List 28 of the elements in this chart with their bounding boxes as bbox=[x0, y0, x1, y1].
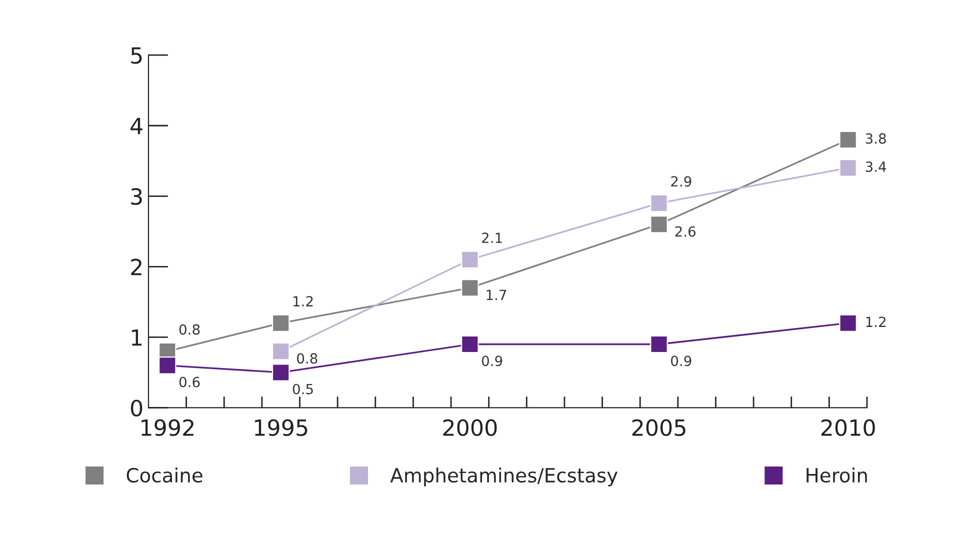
x-tick-label: 2005 bbox=[632, 419, 686, 436]
y-tick-label: 5 bbox=[131, 47, 142, 64]
data-label: 1.7 bbox=[486, 290, 506, 300]
x-tick-label: 1992 bbox=[142, 419, 194, 436]
data-label: 0.9 bbox=[671, 356, 692, 366]
data-label: 0.8 bbox=[179, 324, 200, 335]
y-tick-label: 4 bbox=[130, 118, 142, 134]
data-label: 0.5 bbox=[292, 384, 313, 394]
data-label: 1.2 bbox=[293, 296, 313, 306]
y-tick-label: 1 bbox=[132, 329, 142, 346]
legend-label: Heroin bbox=[806, 468, 867, 483]
data-label: 2.9 bbox=[671, 176, 692, 187]
y-tick-label: 3 bbox=[131, 188, 142, 205]
data-label: 3.8 bbox=[866, 133, 886, 144]
x-tick-label: 1995 bbox=[255, 419, 308, 436]
legend-label: Amphetamines/Ecstasy bbox=[390, 468, 618, 486]
x-tick-label: 2010 bbox=[821, 419, 875, 436]
data-label: 0.8 bbox=[297, 353, 318, 364]
data-label: 3.4 bbox=[866, 161, 886, 172]
y-tick-label: 0 bbox=[130, 400, 142, 416]
data-label: 2.6 bbox=[675, 226, 696, 237]
data-label: 0.9 bbox=[482, 356, 502, 366]
legend-label: Cocaine bbox=[126, 468, 202, 483]
x-tick-label: 2000 bbox=[443, 419, 497, 436]
data-label: 2.1 bbox=[482, 232, 502, 243]
data-label: 0.6 bbox=[179, 376, 200, 388]
data-label: 1.2 bbox=[866, 316, 886, 327]
y-tick-label: 2 bbox=[131, 258, 142, 276]
